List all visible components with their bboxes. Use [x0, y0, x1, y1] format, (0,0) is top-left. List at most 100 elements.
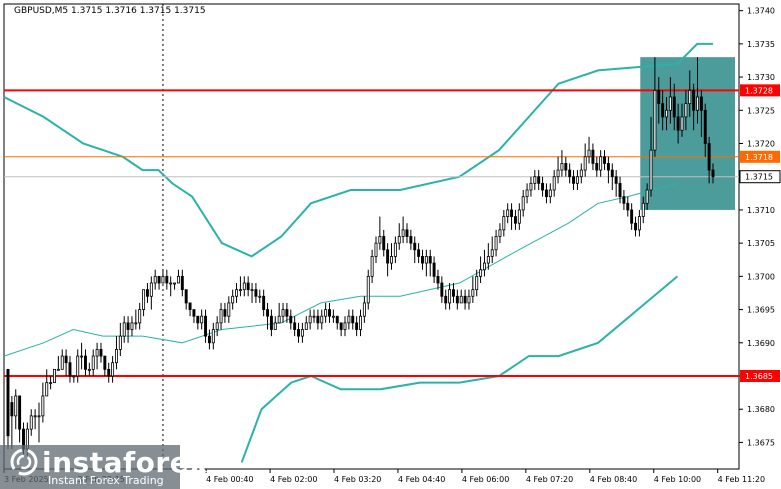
level-price-tag	[740, 84, 780, 97]
candle	[513, 209, 517, 230]
candle-body	[204, 315, 208, 337]
candle	[68, 356, 72, 383]
y-tick-label: 1.3675	[747, 438, 775, 447]
candle-body	[641, 202, 645, 217]
candle	[126, 316, 130, 343]
x-tick-label: 4 Feb 03:20	[334, 475, 381, 484]
candle	[324, 302, 328, 323]
candle	[649, 116, 653, 197]
candle-body	[467, 295, 471, 304]
candle-body	[610, 169, 614, 178]
candle-body	[459, 295, 463, 304]
price-axis: 1.3740 1.3735 1.3730 1.3725 1.3720 1.3715 1.37…	[739, 7, 781, 447]
candle-body	[173, 282, 177, 285]
candle-body	[599, 156, 603, 171]
candle	[331, 309, 335, 323]
candle-body	[331, 315, 335, 318]
candle	[227, 296, 231, 323]
candle-body	[176, 275, 180, 284]
candle	[409, 229, 413, 250]
candle	[661, 90, 665, 131]
candle	[91, 349, 95, 376]
candle	[490, 236, 494, 264]
candle	[463, 289, 467, 310]
candle-body	[374, 242, 378, 257]
candle	[455, 289, 459, 310]
x-tick-label: 4 Feb 00:40	[206, 475, 253, 484]
candle-body	[161, 275, 165, 284]
candle-body	[424, 256, 428, 264]
candle	[103, 355, 107, 376]
candle	[459, 289, 463, 304]
candle-body	[273, 322, 277, 330]
candlestick-series	[6, 57, 715, 456]
candle	[359, 309, 362, 337]
candle-body	[300, 329, 304, 337]
candle	[370, 249, 374, 283]
candle	[114, 336, 118, 370]
candle-body	[107, 368, 111, 377]
candle-body	[421, 256, 424, 264]
candle	[645, 183, 649, 210]
candle	[448, 283, 452, 310]
instaforex-logo-icon	[10, 448, 38, 476]
candle-body	[149, 282, 153, 297]
candle	[269, 309, 273, 337]
candle-body	[397, 236, 401, 244]
candle-body	[626, 202, 630, 211]
candle	[641, 196, 645, 224]
candle	[595, 156, 599, 177]
candle	[510, 203, 514, 230]
candle-body	[672, 96, 676, 118]
candle-body	[297, 329, 300, 337]
candle	[242, 276, 246, 297]
candle	[606, 156, 610, 184]
candle	[111, 356, 115, 383]
candle-body	[494, 236, 498, 251]
candle	[622, 190, 626, 210]
candle-body	[289, 315, 293, 324]
x-tick-label: 4 Feb 10:00	[654, 475, 701, 484]
candle	[668, 77, 672, 124]
candle-body	[56, 368, 60, 371]
candle-body	[711, 169, 715, 178]
candle-body	[552, 176, 556, 191]
y-tick-label: 1.3690	[747, 339, 775, 348]
candle-body	[382, 236, 386, 251]
candle	[254, 283, 258, 303]
candle-body	[440, 282, 444, 297]
candle-body	[18, 395, 22, 430]
candle-body	[293, 322, 297, 330]
candle-body	[479, 269, 483, 277]
candle	[289, 309, 293, 330]
candle-body	[231, 295, 235, 304]
candle	[277, 302, 281, 324]
candle-body	[393, 242, 397, 257]
candle	[285, 302, 289, 323]
candle	[467, 289, 471, 310]
candle	[421, 249, 424, 270]
candle	[703, 103, 707, 157]
y-tick-label: 1.3700	[747, 272, 775, 281]
candle	[173, 282, 177, 290]
candle-body	[498, 229, 502, 237]
candle	[362, 296, 366, 323]
candle-body	[277, 315, 281, 324]
candle-body	[227, 302, 231, 317]
candle	[436, 269, 440, 290]
candle-body	[180, 275, 184, 291]
candle-body	[556, 169, 560, 178]
candle-body	[506, 209, 510, 217]
candle	[188, 302, 192, 317]
candle-body	[223, 309, 227, 317]
candle	[355, 316, 359, 337]
candle-body	[637, 216, 641, 231]
candle-body	[316, 315, 320, 324]
candle	[84, 349, 87, 376]
candle-body	[696, 96, 699, 111]
candle	[479, 256, 483, 283]
current-price-label: 1.3715	[745, 173, 773, 182]
candle	[525, 183, 529, 204]
candle-body	[455, 295, 459, 304]
candle	[304, 316, 308, 330]
